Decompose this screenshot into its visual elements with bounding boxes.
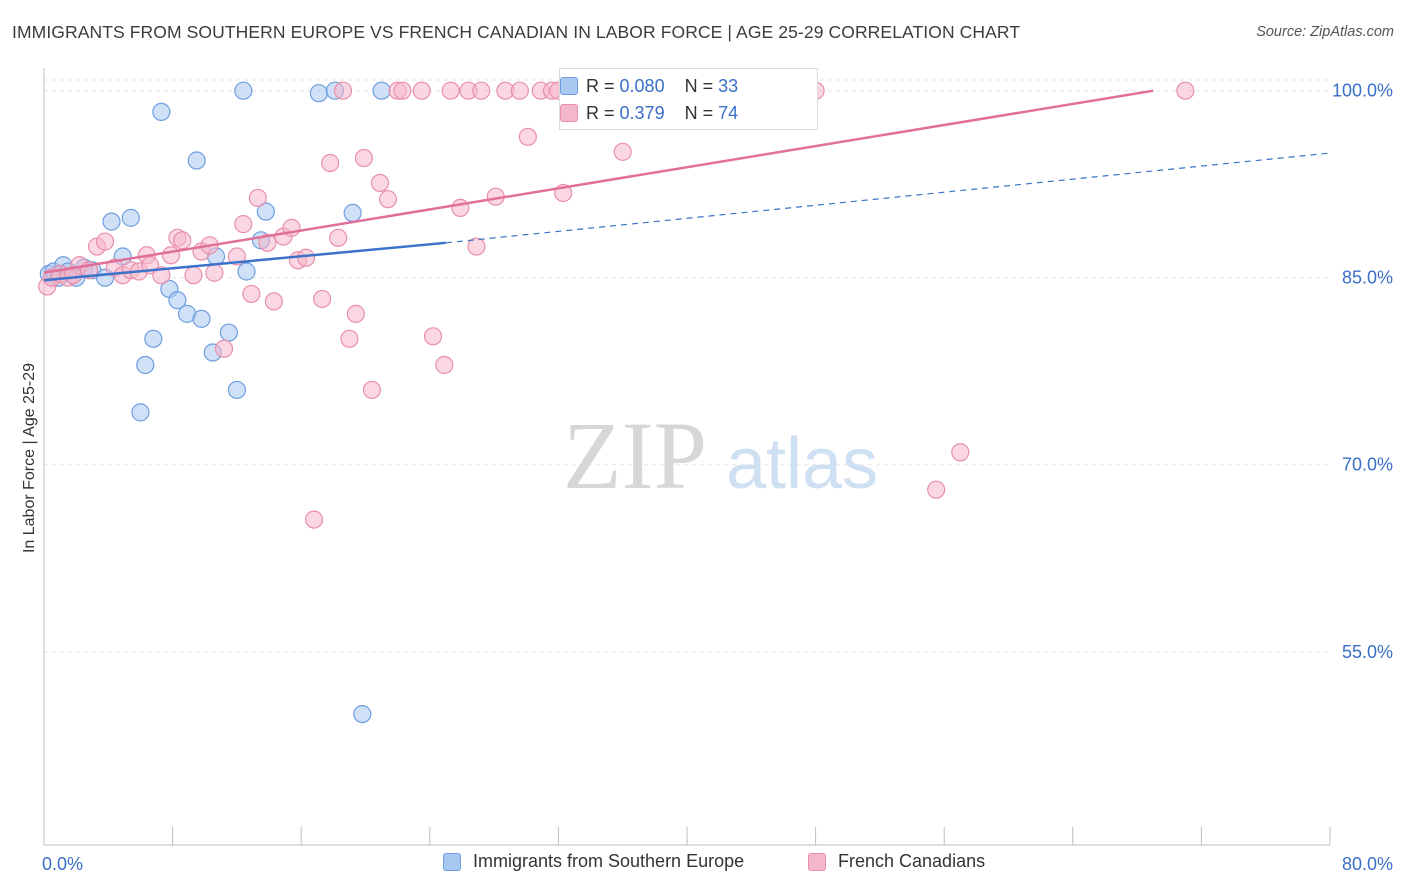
- stats-r-value: 0.379: [619, 102, 665, 123]
- data-point-french-canadians: [242, 284, 261, 304]
- legend-item-southern-europe[interactable]: Immigrants from Southern Europe: [443, 851, 744, 872]
- legend-item-french-canadians[interactable]: French Canadians: [808, 851, 985, 872]
- source-label: Source: ZipAtlas.com: [1256, 24, 1394, 40]
- data-point-southern-europe: [131, 403, 150, 422]
- y-tick-label: 100.0%: [1332, 81, 1393, 101]
- x-tick-label: 0.0%: [42, 854, 83, 874]
- data-point-southern-europe: [152, 102, 171, 121]
- data-point-french-canadians: [472, 81, 491, 100]
- y-tick-label: 85.0%: [1342, 268, 1393, 288]
- data-point-french-canadians: [312, 289, 332, 309]
- stats-swatch-french-canadians: [560, 104, 578, 122]
- legend-swatch-french-canadians: [808, 852, 826, 871]
- data-point-french-canadians: [161, 246, 181, 265]
- data-point-french-canadians: [329, 228, 348, 247]
- data-point-southern-europe: [102, 212, 121, 231]
- data-point-french-canadians: [423, 327, 443, 346]
- data-point-french-canadians: [412, 81, 431, 100]
- y-tick-label: 70.0%: [1342, 455, 1393, 475]
- legend-label-southern-europe: Immigrants from Southern Europe: [473, 851, 745, 871]
- data-point-french-canadians: [234, 215, 253, 234]
- trend-line-southern-europe: [43, 241, 446, 282]
- legend-swatch-southern-europe: [443, 852, 461, 871]
- data-point-french-canadians: [264, 292, 283, 311]
- data-point-french-canadians: [346, 304, 365, 323]
- stats-r-label: R =: [586, 102, 615, 123]
- watermark-zip: ZIP: [563, 402, 707, 509]
- data-point-southern-europe: [121, 208, 140, 227]
- stats-legend: R = 0.080 N = 33 R = 0.379 N = 74: [559, 68, 818, 130]
- data-point-southern-europe: [372, 81, 391, 100]
- data-point-french-canadians: [467, 237, 486, 256]
- stats-row-southern-europe: R = 0.080 N = 33: [560, 74, 739, 98]
- chart-legend: Immigrants from Southern Europe French C…: [0, 851, 1406, 879]
- stats-n-label: N =: [684, 102, 714, 123]
- trend-line-dashed-southern-europe: [445, 152, 1331, 244]
- data-point-southern-europe: [187, 151, 206, 170]
- data-point-french-canadians: [205, 263, 224, 282]
- data-point-french-canadians: [1176, 81, 1195, 100]
- stats-n-label: N =: [684, 75, 714, 96]
- data-point-southern-europe: [192, 309, 211, 328]
- tick-label-layer: 100.0% 85.0% 70.0% 55.0% 0.0% 80.0%: [42, 81, 1393, 874]
- stats-swatch-southern-europe: [560, 77, 578, 95]
- data-point-french-canadians: [152, 266, 171, 285]
- watermark-atlas: atlas: [726, 424, 878, 504]
- data-point-french-canadians: [340, 329, 359, 348]
- data-point-french-canadians: [435, 355, 454, 375]
- data-point-southern-europe: [136, 355, 155, 375]
- legend-label-french-canadians: French Canadians: [838, 851, 986, 871]
- data-point-french-canadians: [214, 339, 234, 358]
- data-point-french-canadians: [333, 81, 353, 100]
- data-point-french-canadians: [258, 233, 277, 252]
- data-point-southern-europe: [168, 291, 187, 310]
- stats-n-value: 33: [718, 75, 739, 96]
- data-point-french-canadians: [354, 148, 373, 168]
- data-point-french-canadians: [248, 188, 267, 208]
- data-point-french-canadians: [951, 443, 970, 462]
- data-point-french-canadians: [304, 510, 324, 529]
- data-point-southern-europe: [343, 203, 362, 222]
- data-point-french-canadians: [510, 81, 529, 100]
- data-point-french-canadians: [173, 231, 192, 250]
- data-point-french-canadians: [184, 266, 203, 285]
- data-point-southern-europe: [353, 704, 372, 724]
- stats-r-value: 0.080: [619, 75, 665, 96]
- data-point-southern-europe: [256, 202, 275, 221]
- trend-layer: [43, 89, 1331, 282]
- data-point-southern-europe: [227, 380, 246, 400]
- data-point-french-canadians: [518, 127, 537, 146]
- x-tick-label: 80.0%: [1342, 854, 1393, 874]
- axis-layer: [43, 68, 1331, 846]
- data-point-french-canadians: [362, 380, 382, 400]
- data-point-french-canadians: [441, 81, 460, 100]
- grid-layer: [44, 79, 1330, 653]
- data-point-southern-europe: [234, 81, 253, 100]
- data-point-french-canadians: [321, 153, 340, 173]
- data-point-southern-europe: [219, 323, 238, 342]
- stats-row-french-canadians: R = 0.379 N = 74: [560, 101, 739, 125]
- data-point-french-canadians: [451, 198, 470, 217]
- data-point-french-canadians: [393, 81, 412, 100]
- stats-n-value: 74: [718, 102, 739, 123]
- stats-r-label: R =: [586, 75, 615, 96]
- data-point-french-canadians: [378, 190, 398, 209]
- data-point-french-canadians: [95, 232, 115, 251]
- data-point-southern-europe: [309, 84, 328, 103]
- data-point-french-canadians: [613, 142, 632, 161]
- chart-title: IMMIGRANTS FROM SOUTHERN EUROPE VS FRENC…: [12, 22, 1021, 42]
- data-point-french-canadians: [927, 480, 946, 499]
- data-point-southern-europe: [144, 329, 163, 348]
- data-point-french-canadians: [296, 248, 316, 267]
- data-point-southern-europe: [237, 262, 256, 281]
- data-point-french-canadians: [370, 173, 390, 193]
- y-tick-label: 55.0%: [1342, 642, 1393, 662]
- trend-line-french-canadians: [43, 89, 1154, 274]
